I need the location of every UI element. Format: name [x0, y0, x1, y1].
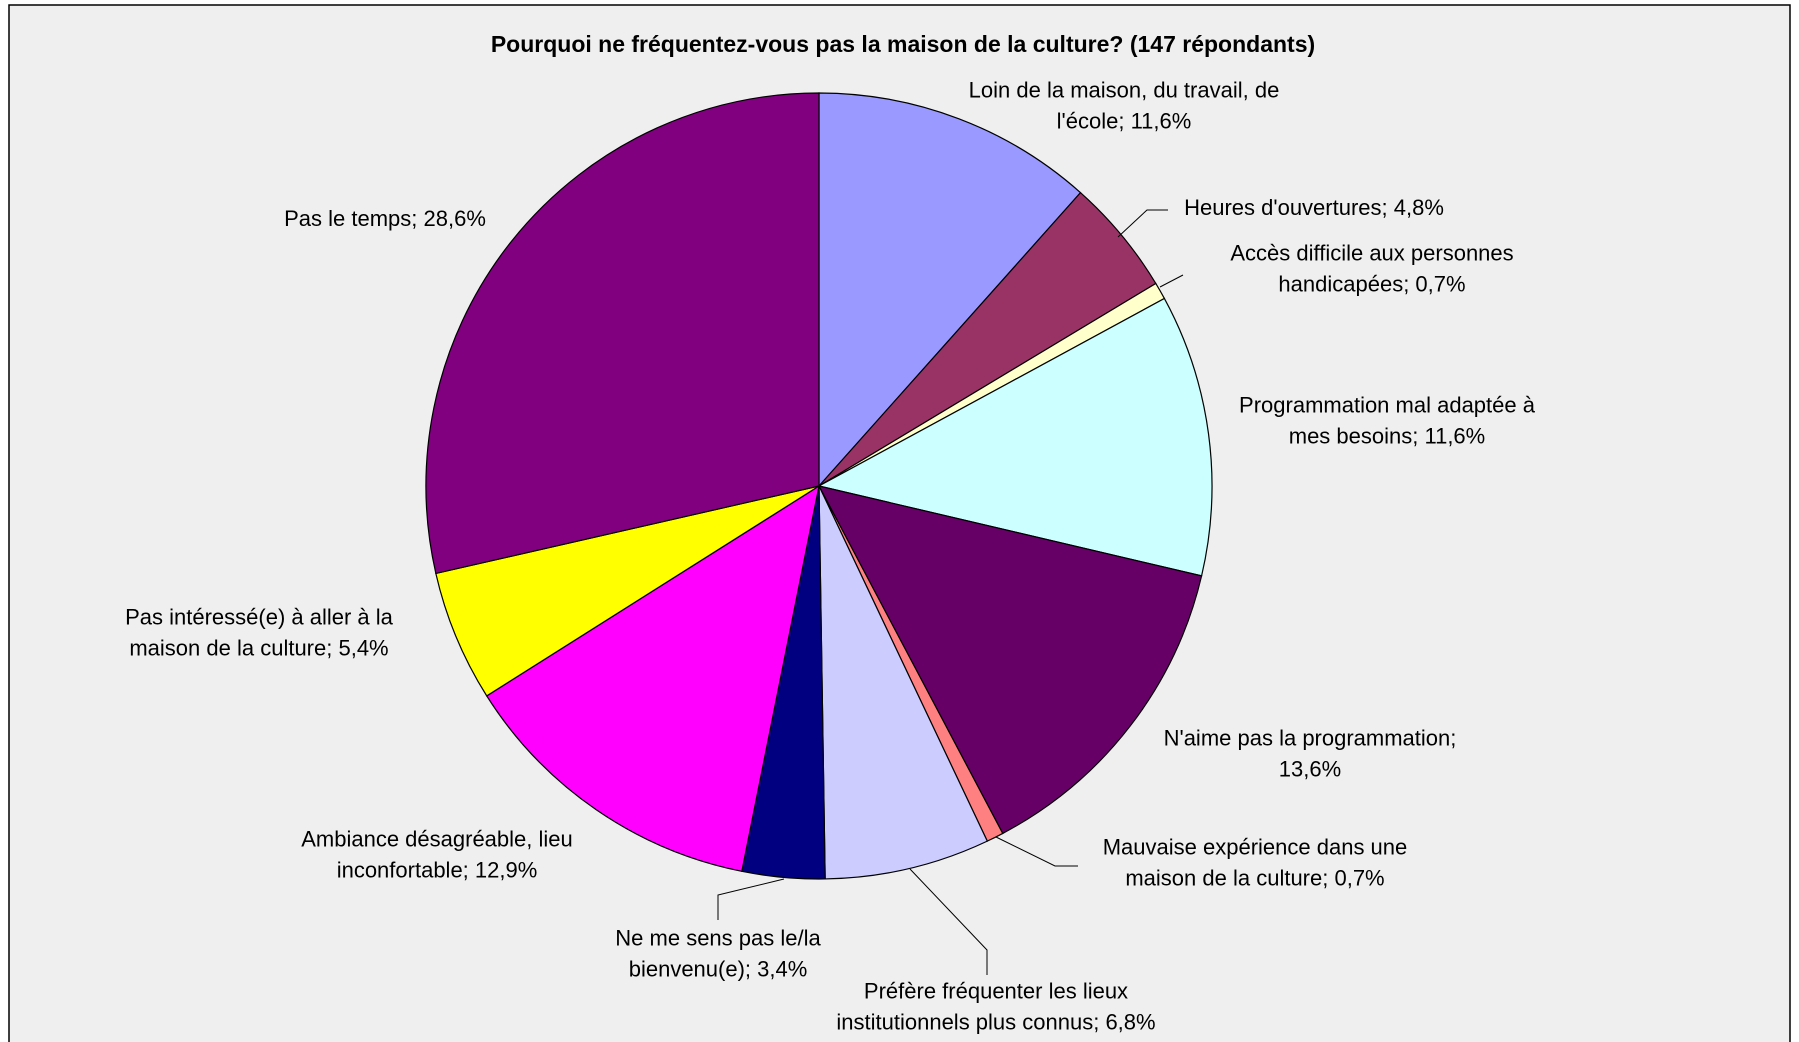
data-label: N'aime pas la programmation; 13,6% [1164, 725, 1457, 781]
data-label-line: Mauvaise expérience dans une [1103, 834, 1408, 859]
data-label: Programmation mal adaptée à mes besoins; … [1239, 392, 1536, 448]
data-label-line: Programmation mal adaptée à [1239, 392, 1536, 417]
pie-slice [818, 485, 989, 880]
data-label: Accès difficile aux personnes handicapées… [1230, 240, 1513, 296]
data-label-line: Ne me sens pas le/la [615, 925, 821, 950]
pie-slice [817, 485, 1203, 835]
data-label-line: mes besoins; 11,6% [1289, 423, 1485, 448]
data-label: Mauvaise expérience dans une maison de la… [1103, 834, 1408, 890]
data-label-line: institutionnels plus connus; 6,8% [836, 1009, 1155, 1034]
leader-line [909, 868, 988, 975]
data-label: Heures d'ouvertures; 4,8% [1184, 195, 1444, 220]
pie-slice [425, 92, 820, 575]
data-label-line: maison de la culture; 0,7% [1125, 865, 1384, 890]
data-label: Loin de la maison, du travail, de l'école… [969, 77, 1280, 133]
data-label-line: Loin de la maison, du travail, de [969, 77, 1280, 102]
data-label-line: inconfortable; 12,9% [337, 857, 538, 882]
data-label-line: handicapées; 0,7% [1278, 271, 1465, 296]
pie-slice [818, 92, 1082, 488]
data-label-line: 13,6% [1279, 756, 1341, 781]
pie-slice [435, 485, 820, 697]
data-label-line: bienvenu(e); 3,4% [629, 956, 808, 981]
data-label-line: maison de la culture; 5,4% [129, 635, 388, 660]
pie-slice [485, 484, 820, 873]
data-label-line: Pas le temps; 28,6% [284, 206, 486, 231]
leader-line [1159, 274, 1184, 288]
data-label-line: l'école; 11,6% [1057, 108, 1192, 133]
leader-line [995, 836, 1078, 867]
leader-line [1117, 209, 1168, 238]
pie-slice [817, 297, 1213, 577]
data-label: Ambiance désagréable, lieu inconfortable;… [301, 826, 573, 882]
data-label: Ne me sens pas le/la bienvenu(e); 3,4% [615, 925, 821, 981]
leader-line [717, 878, 785, 920]
data-label-line: N'aime pas la programmation; [1164, 725, 1457, 750]
data-label-line: Préfère fréquenter les lieux [864, 978, 1128, 1003]
data-label: Pas intéressé(e) à aller à la maison de l… [125, 604, 394, 660]
data-label-line: Pas intéressé(e) à aller à la [125, 604, 394, 629]
chart-title: Pourquoi ne fréquentez-vous pas la maiso… [491, 31, 1315, 57]
data-label: Préfère fréquenter les lieux institutionn… [836, 978, 1155, 1034]
data-label: Pas le temps; 28,6% [284, 206, 486, 231]
data-label-line: Heures d'ouvertures; 4,8% [1184, 195, 1444, 220]
data-label-line: Ambiance désagréable, lieu [301, 826, 573, 851]
data-label-line: Accès difficile aux personnes [1230, 240, 1513, 265]
